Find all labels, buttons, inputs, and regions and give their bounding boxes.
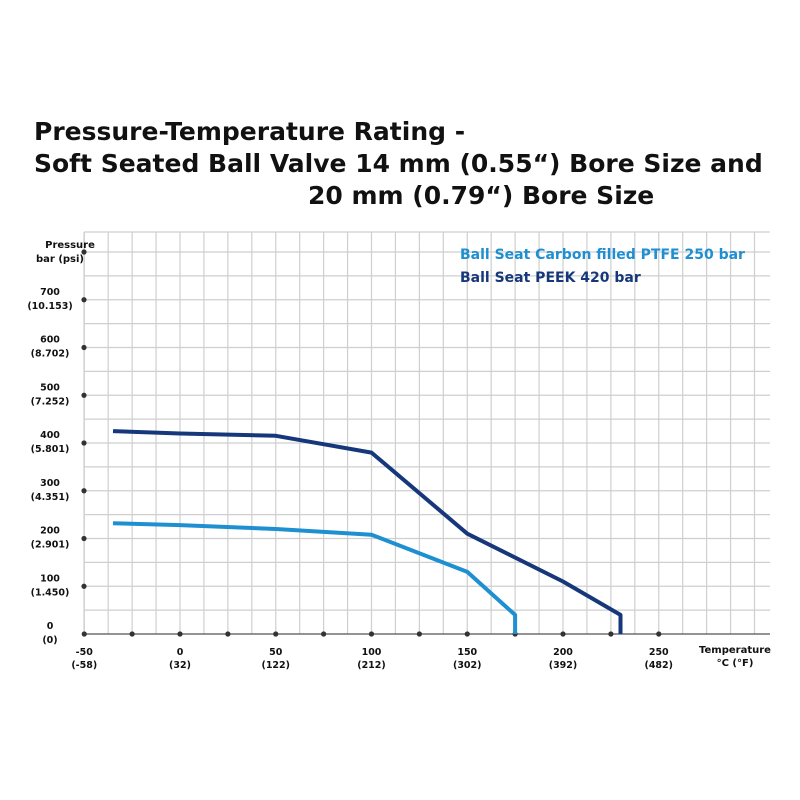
y-tick-sublabel: (2.901) xyxy=(31,540,70,551)
y-tick-label: 100 xyxy=(40,573,60,584)
axis-labels: Pressure bar (psi) Temperature °C (°F) xyxy=(36,240,771,669)
x-minor-tick-dot xyxy=(129,631,135,637)
y-tick-dot xyxy=(81,344,87,351)
x-tick-sublabel: (122) xyxy=(261,660,290,671)
y-tick-sublabel: (0) xyxy=(42,635,57,646)
y-tick-sublabel: (5.801) xyxy=(31,444,70,455)
y-tick-dot xyxy=(81,440,87,446)
chart-title-line-2: Soft Seated Ball Valve 14 mm (0.55“) Bor… xyxy=(34,149,763,178)
x-tick-dot xyxy=(273,631,279,637)
y-tick-label: 600 xyxy=(40,335,60,346)
y-tick-label: 0 xyxy=(47,621,54,632)
x-minor-tick-dot xyxy=(225,631,231,637)
y-tick-sublabel: (8.702) xyxy=(31,349,70,360)
chart-title-line-1: Pressure-Temperature Rating - xyxy=(34,117,466,146)
x-axis-label-line-1: Temperature xyxy=(699,645,771,656)
x-tick-label: 50 xyxy=(269,647,283,658)
y-tick-sublabel: (10.153) xyxy=(27,301,72,312)
y-axis-label-line-1: Pressure xyxy=(45,240,95,251)
y-tick-label: 300 xyxy=(40,478,60,489)
x-minor-tick-dot xyxy=(608,631,614,637)
x-tick-label: -50 xyxy=(76,647,94,658)
x-tick-label: 100 xyxy=(362,647,382,658)
y-axis-label-line-2: bar (psi) xyxy=(36,254,84,265)
x-tick-dot xyxy=(656,631,662,637)
x-tick-sublabel: (32) xyxy=(169,660,191,671)
x-tick-sublabel: (392) xyxy=(549,660,578,671)
legend-entry-peek: Ball Seat PEEK 420 bar xyxy=(460,270,641,286)
chart-title-line-3: 20 mm (0.79“) Bore Size xyxy=(308,181,655,210)
x-minor-tick-dot xyxy=(321,631,327,637)
x-tick-sublabel: (212) xyxy=(357,660,386,671)
x-tick-label: 0 xyxy=(177,647,184,658)
legend-entry-ptfe: Ball Seat Carbon filled PTFE 250 bar xyxy=(460,247,745,263)
x-tick-label: 250 xyxy=(649,647,669,658)
y-tick-label: 200 xyxy=(40,526,60,537)
y-tick-dot xyxy=(81,392,87,398)
y-tick-sublabel: (7.252) xyxy=(31,396,70,407)
legend: Ball Seat Carbon filled PTFE 250 bar Bal… xyxy=(460,247,745,286)
x-axis-label-line-2: °C (°F) xyxy=(717,658,754,669)
series-line-peek xyxy=(112,429,623,634)
y-tick-dot xyxy=(81,297,87,303)
x-tick-label: 200 xyxy=(553,647,573,658)
y-tick-dot xyxy=(81,583,87,589)
x-tick-label: 150 xyxy=(457,647,477,658)
y-axis-top-dot xyxy=(81,249,87,255)
x-tick-dot xyxy=(81,631,87,637)
x-tick-dot xyxy=(464,631,470,637)
y-tick-dot xyxy=(81,535,87,542)
y-tick-label: 500 xyxy=(40,382,60,393)
x-tick-sublabel: (302) xyxy=(453,660,482,671)
x-tick-sublabel: (-58) xyxy=(71,660,97,671)
x-tick-dot xyxy=(368,631,375,637)
x-minor-tick-dot xyxy=(416,631,422,637)
y-tick-label: 400 xyxy=(40,430,60,441)
y-tick-sublabel: (1.450) xyxy=(31,587,70,598)
series xyxy=(112,429,623,634)
x-tick-sublabel: (482) xyxy=(644,660,673,671)
x-tick-dot xyxy=(560,631,566,637)
y-tick-sublabel: (4.351) xyxy=(31,492,70,503)
series-line-ptfe xyxy=(112,521,518,634)
y-tick-label: 700 xyxy=(40,287,60,298)
x-tick-dot xyxy=(177,631,183,637)
axes: -50 (-58) 0 (32) 50 (122) 100 (212) 150 (302) 200 (… xyxy=(27,232,770,671)
y-tick-dot xyxy=(81,488,87,494)
